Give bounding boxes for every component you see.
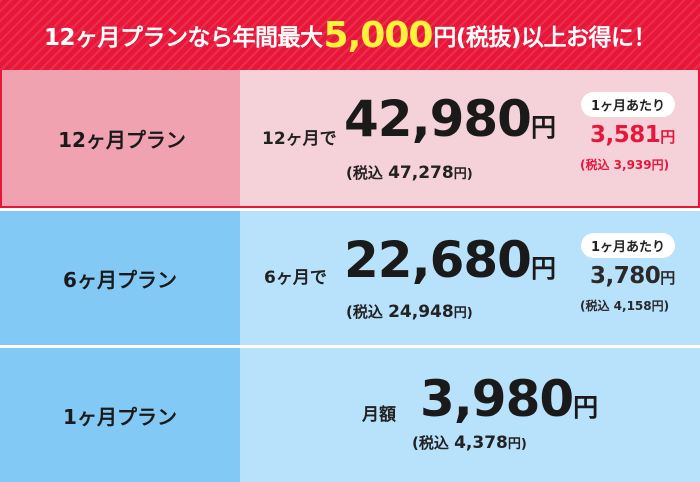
plan-price-yen: 円: [530, 254, 556, 283]
plan-tax-included: (税込 4,378円): [412, 432, 527, 453]
banner-suffix: 円(税抜)以上お得に！: [433, 25, 656, 51]
plan-price-yen: 円: [573, 393, 599, 422]
tax-label: (税込: [412, 434, 449, 452]
monthly-price-yen: 円: [660, 128, 675, 146]
plan-price-panel: 月額 3,980円 (税込 4,378円): [240, 348, 700, 482]
monthly-price: 3,581円: [590, 122, 675, 148]
monthly-tax: (税込 3,939円): [580, 158, 670, 172]
banner-prefix: 12ヶ月プランなら年間最大: [44, 25, 323, 51]
promo-banner: 12ヶ月プランなら年間最大 5,000 円(税抜)以上お得に！: [0, 0, 700, 70]
plan-price-panel: 12ヶ月で 42,980円 (税込 47,278円) 1ヶ月あたり 3,581円…: [240, 70, 698, 206]
plan-row-1-month: 1ヶ月プラン 月額 3,980円 (税込 4,378円): [0, 348, 700, 482]
plan-price: 42,980円: [344, 94, 556, 144]
monthly-tax: (税込 4,158円): [580, 299, 670, 313]
plan-duration: 12ヶ月で: [262, 129, 337, 149]
plan-price-yen: 円: [530, 113, 556, 142]
plan-row-6-month: 6ヶ月プラン 6ヶ月で 22,680円 (税込 24,948円) 1ヶ月あたり …: [0, 211, 700, 345]
tax-label: (税込: [346, 164, 383, 182]
tax-suffix: 円): [453, 306, 473, 321]
plan-duration: 月額: [362, 405, 396, 425]
monthly-price-value: 3,581: [590, 122, 661, 148]
tax-label: (税込: [346, 303, 383, 321]
tax-amount: 4,378: [454, 433, 508, 453]
plan-row-12-month: 12ヶ月プラン 12ヶ月で 42,980円 (税込 47,278円) 1ヶ月あた…: [0, 70, 700, 208]
monthly-price: 3,780円: [590, 263, 675, 289]
plan-tax-included: (税込 47,278円): [346, 162, 473, 183]
plan-label: 6ヶ月プラン: [0, 211, 240, 345]
tax-amount: 47,278: [388, 163, 454, 183]
monthly-badge: 1ヶ月あたり: [581, 233, 676, 258]
tax-suffix: 円): [507, 437, 527, 452]
plan-tax-included: (税込 24,948円): [346, 301, 473, 322]
plan-price: 3,980円: [420, 374, 598, 424]
monthly-price-yen: 円: [660, 269, 675, 287]
plan-price-value: 42,980: [344, 90, 532, 148]
tax-amount: 24,948: [388, 302, 454, 322]
banner-amount: 5,000: [323, 14, 434, 56]
monthly-price-value: 3,780: [590, 263, 661, 289]
plan-price: 22,680円: [344, 235, 556, 285]
plan-price-panel: 6ヶ月で 22,680円 (税込 24,948円) 1ヶ月あたり 3,780円 …: [240, 211, 700, 345]
plan-duration: 6ヶ月で: [264, 268, 327, 288]
plan-label: 1ヶ月プラン: [0, 348, 240, 482]
plan-label: 12ヶ月プラン: [2, 70, 242, 206]
plan-price-value: 22,680: [344, 231, 532, 289]
monthly-badge: 1ヶ月あたり: [581, 92, 676, 117]
plan-price-value: 3,980: [420, 370, 574, 428]
tax-suffix: 円): [453, 167, 473, 182]
